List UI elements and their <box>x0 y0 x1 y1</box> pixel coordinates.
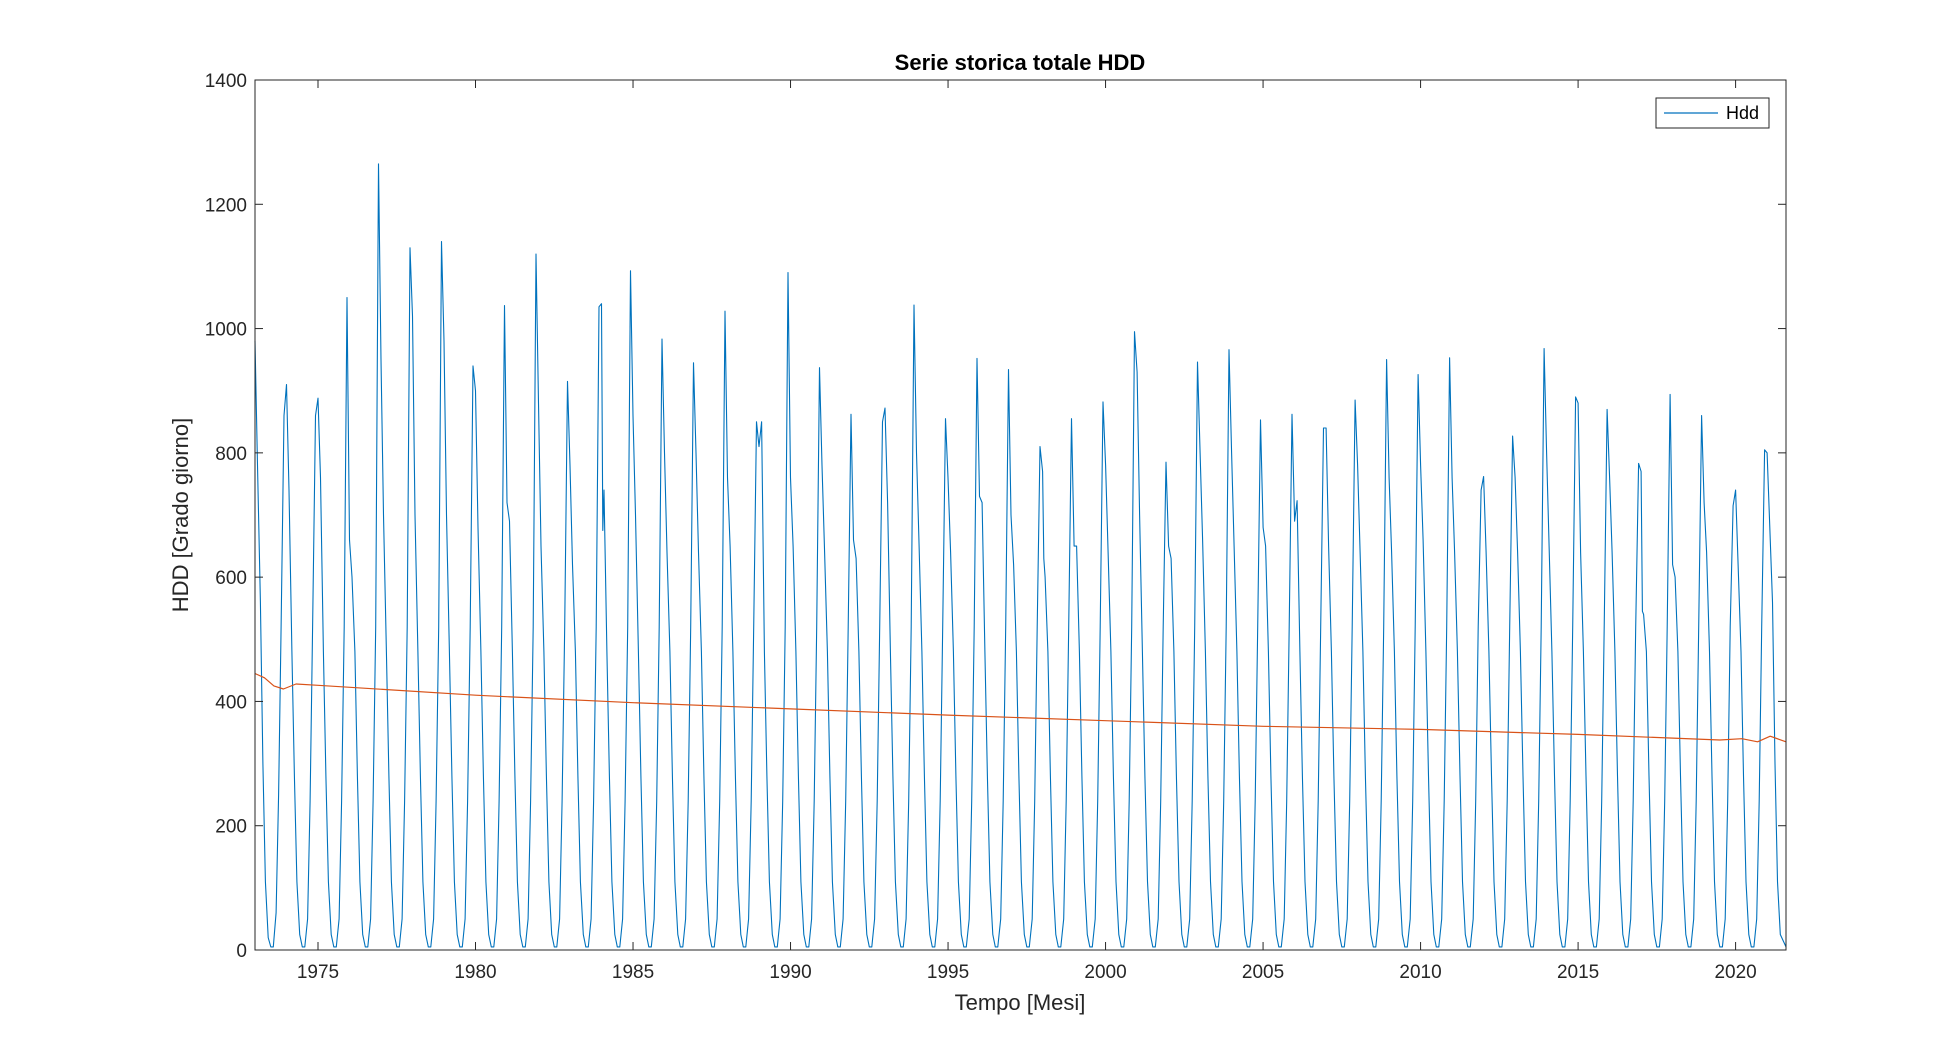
legend-label-hdd: Hdd <box>1726 103 1759 123</box>
y-tick-label: 1000 <box>205 320 247 341</box>
legend: Hdd <box>1655 97 1770 129</box>
x-tick-label: 2020 <box>1714 962 1756 983</box>
x-tick-label: 2015 <box>1557 962 1599 983</box>
y-tick-label: 200 <box>215 817 247 838</box>
x-tick-label: 2010 <box>1399 962 1441 983</box>
series-line-trend <box>254 672 1787 743</box>
y-tick-label: 800 <box>215 444 247 465</box>
x-tick-label: 1995 <box>927 962 969 983</box>
series-layer <box>254 163 1787 948</box>
x-axis-ticks: 1975 1980 1985 1990 1995 2000 2005 2010 2015 2020 <box>297 80 1757 983</box>
y-axis-label: HDD [Grado giorno] <box>168 418 193 612</box>
x-tick-label: 2000 <box>1084 962 1126 983</box>
x-tick-label: 1985 <box>612 962 654 983</box>
plot-area <box>255 80 1786 950</box>
y-tick-label: 1200 <box>205 195 247 216</box>
chart-title: Serie storica totale HDD <box>895 50 1146 75</box>
plot-border <box>254 79 1787 951</box>
x-tick-label: 2005 <box>1242 962 1284 983</box>
x-tick-label: 1975 <box>297 962 339 983</box>
y-tick-label: 400 <box>215 692 247 713</box>
y-tick-label: 600 <box>215 568 247 589</box>
y-tick-label: 0 <box>236 941 247 962</box>
y-tick-label: 1400 <box>205 71 247 92</box>
x-axis-label: Tempo [Mesi] <box>955 990 1086 1015</box>
series-line-hdd <box>254 163 1787 948</box>
x-tick-label: 1990 <box>769 962 811 983</box>
y-axis-ticks: 0 200 400 600 800 1000 1200 1400 <box>205 71 1786 962</box>
x-tick-label: 1980 <box>454 962 496 983</box>
